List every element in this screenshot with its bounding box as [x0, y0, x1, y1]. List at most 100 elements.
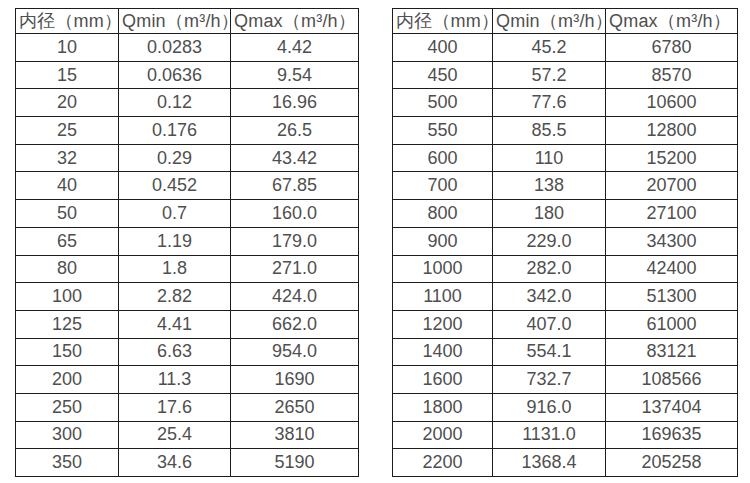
table-row: 100.02834.42 — [16, 34, 359, 62]
table-cell: 11.3 — [119, 366, 231, 394]
table-cell: 450 — [393, 61, 493, 89]
table-cell: 80 — [16, 255, 119, 283]
table-row: 801.8271.0 — [16, 255, 359, 283]
column-header: Qmin（m³/h） — [119, 9, 231, 34]
table-cell: 65 — [16, 227, 119, 255]
table-row: 1200407.061000 — [393, 310, 738, 338]
table-cell: 916.0 — [493, 393, 606, 421]
table-row: 60011015200 — [393, 144, 738, 172]
table-cell: 40 — [16, 172, 119, 200]
table-cell: 108566 — [606, 366, 738, 394]
column-header: 内径（mm） — [393, 9, 493, 34]
table-cell: 1131.0 — [493, 421, 606, 449]
table-cell: 1000 — [393, 255, 493, 283]
table-cell: 15 — [16, 61, 119, 89]
table-row: 1506.63954.0 — [16, 338, 359, 366]
table-row: 1600732.7108566 — [393, 366, 738, 394]
table-row: 20011.31690 — [16, 366, 359, 394]
table-cell: 179.0 — [231, 227, 359, 255]
table-cell: 25.4 — [119, 421, 231, 449]
table-cell: 1100 — [393, 283, 493, 311]
table-cell: 34300 — [606, 227, 738, 255]
flow-rate-table-small-diameters: 内径（mm）Qmin（m³/h）Qmax（m³/h） 100.02834.421… — [15, 8, 359, 477]
table-cell: 282.0 — [493, 255, 606, 283]
table-cell: 8570 — [606, 61, 738, 89]
table-cell: 1800 — [393, 393, 493, 421]
table-cell: 85.5 — [493, 117, 606, 145]
table-cell: 1690 — [231, 366, 359, 394]
table-row: 22001368.4205258 — [393, 449, 738, 477]
table-cell: 10600 — [606, 89, 738, 117]
table-cell: 1368.4 — [493, 449, 606, 477]
table-cell: 900 — [393, 227, 493, 255]
table-row: 1100342.051300 — [393, 283, 738, 311]
table-cell: 1200 — [393, 310, 493, 338]
table-body: 40045.2678045057.2857050077.61060055085.… — [393, 34, 738, 477]
table-cell: 26.5 — [231, 117, 359, 145]
table-cell: 17.6 — [119, 393, 231, 421]
table-row: 40045.26780 — [393, 34, 738, 62]
page: 内径（mm）Qmin（m³/h）Qmax（m³/h） 100.02834.421… — [0, 0, 750, 483]
table-row: 1000282.042400 — [393, 255, 738, 283]
table-cell: 110 — [493, 144, 606, 172]
table-row: 150.06369.54 — [16, 61, 359, 89]
table-cell: 61000 — [606, 310, 738, 338]
table-cell: 0.12 — [119, 89, 231, 117]
table-cell: 1.19 — [119, 227, 231, 255]
table-cell: 400 — [393, 34, 493, 62]
table-row: 250.17626.5 — [16, 117, 359, 145]
table-cell: 45.2 — [493, 34, 606, 62]
table-row: 400.45267.85 — [16, 172, 359, 200]
table-row: 70013820700 — [393, 172, 738, 200]
table-cell: 32 — [16, 144, 119, 172]
table-cell: 271.0 — [231, 255, 359, 283]
table-cell: 160.0 — [231, 200, 359, 228]
table-cell: 342.0 — [493, 283, 606, 311]
table-cell: 180 — [493, 200, 606, 228]
table-row: 320.2943.42 — [16, 144, 359, 172]
table-cell: 732.7 — [493, 366, 606, 394]
table-row: 35034.65190 — [16, 449, 359, 477]
table-row: 80018027100 — [393, 200, 738, 228]
table-cell: 0.176 — [119, 117, 231, 145]
table-cell: 57.2 — [493, 61, 606, 89]
table-cell: 554.1 — [493, 338, 606, 366]
table-cell: 550 — [393, 117, 493, 145]
table-cell: 500 — [393, 89, 493, 117]
table-row: 1254.41662.0 — [16, 310, 359, 338]
table-cell: 6.63 — [119, 338, 231, 366]
table-cell: 150 — [16, 338, 119, 366]
table-cell: 138 — [493, 172, 606, 200]
column-header: 内径（mm） — [16, 9, 119, 34]
table-row: 900229.034300 — [393, 227, 738, 255]
table-cell: 350 — [16, 449, 119, 477]
table-cell: 700 — [393, 172, 493, 200]
table-cell: 20 — [16, 89, 119, 117]
table-cell: 25 — [16, 117, 119, 145]
table-row: 25017.62650 — [16, 393, 359, 421]
table-cell: 1.8 — [119, 255, 231, 283]
table-cell: 0.0636 — [119, 61, 231, 89]
table-cell: 1600 — [393, 366, 493, 394]
table-cell: 2000 — [393, 421, 493, 449]
table-cell: 50 — [16, 200, 119, 228]
table-cell: 100 — [16, 283, 119, 311]
column-header: Qmax（m³/h） — [231, 9, 359, 34]
table-cell: 200 — [16, 366, 119, 394]
table-cell: 0.7 — [119, 200, 231, 228]
table-cell: 83121 — [606, 338, 738, 366]
table-cell: 2200 — [393, 449, 493, 477]
table-row: 55085.512800 — [393, 117, 738, 145]
table-cell: 10 — [16, 34, 119, 62]
table-row: 1400554.183121 — [393, 338, 738, 366]
table-cell: 3810 — [231, 421, 359, 449]
table-cell: 0.0283 — [119, 34, 231, 62]
table-cell: 34.6 — [119, 449, 231, 477]
table-cell: 77.6 — [493, 89, 606, 117]
table-cell: 424.0 — [231, 283, 359, 311]
table-cell: 205258 — [606, 449, 738, 477]
table-cell: 954.0 — [231, 338, 359, 366]
table-cell: 2.82 — [119, 283, 231, 311]
table-row: 1002.82424.0 — [16, 283, 359, 311]
table-cell: 125 — [16, 310, 119, 338]
